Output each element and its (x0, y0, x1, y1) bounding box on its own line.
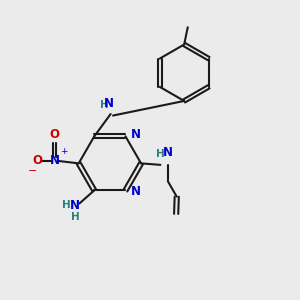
Text: H: H (62, 200, 70, 210)
Text: H: H (156, 149, 165, 159)
Text: +: + (60, 147, 68, 156)
Text: N: N (50, 154, 60, 166)
Text: O: O (32, 154, 42, 167)
Text: −: − (28, 166, 38, 176)
Text: H: H (100, 100, 109, 110)
Text: N: N (131, 128, 141, 141)
Text: N: N (104, 98, 114, 110)
Text: O: O (49, 128, 59, 141)
Text: H: H (70, 212, 79, 222)
Text: N: N (70, 199, 80, 212)
Text: N: N (163, 146, 173, 159)
Text: N: N (131, 185, 141, 198)
